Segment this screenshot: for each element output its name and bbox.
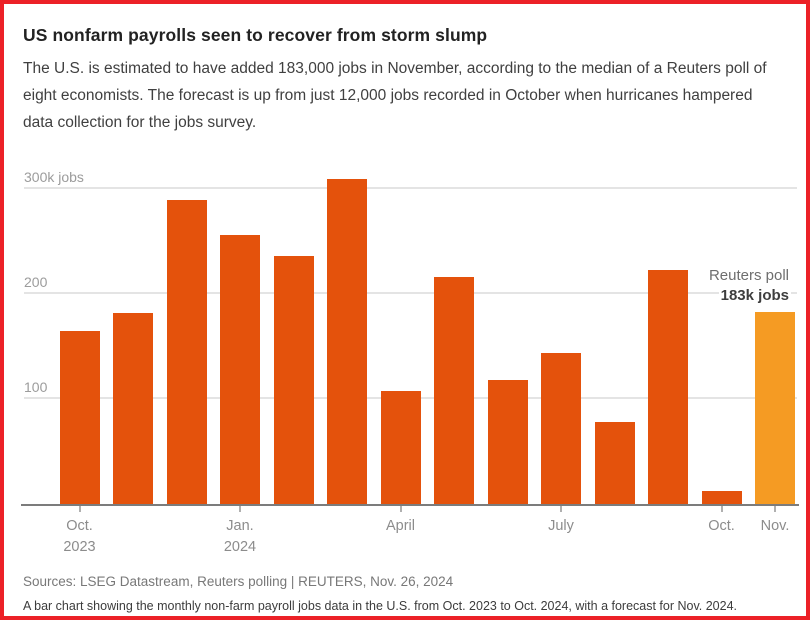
y-axis-label-300k: 300k jobs [24, 169, 84, 186]
alt-text-line: A bar chart showing the monthly non-farm… [23, 599, 738, 613]
bar-oct-2024 [701, 491, 742, 504]
bar-feb-2024 [273, 256, 314, 504]
chart-title: US nonfarm payrolls seen to recover from… [23, 25, 488, 45]
x-axis-label-oct: Oct. 2023 [63, 518, 96, 555]
chart-subtitle: The U.S. is estimated to have added 183,… [23, 60, 767, 131]
bar-june-2024 [487, 380, 528, 504]
bar-aug-2024 [594, 422, 635, 504]
sources-line: Sources: LSEG Datastream, Reuters pollin… [23, 574, 454, 589]
x-axis-label-jan: Jan. 2024 [223, 518, 257, 555]
gridline-200k [24, 292, 797, 295]
bar-jan-2024 [220, 235, 260, 504]
x-axis-label-april: April [385, 518, 415, 534]
bar-nov-2024-forecast [755, 311, 795, 504]
annotation-label: Reuters poll [706, 267, 791, 284]
x-axis-tick-nov [774, 506, 776, 512]
bar-oct-2023 [59, 330, 100, 504]
bar-chart-plot-area: Reuters poll 183k jobs 300k jobs 200 100 Oc… [21, 166, 799, 555]
x-axis-tick-july [560, 506, 562, 512]
bar-april-2024 [380, 390, 421, 504]
x-axis-tick-april [399, 506, 402, 512]
x-axis-label-nov: Nov. [760, 518, 790, 534]
x-axis-tick-oct [720, 506, 723, 512]
x-axis-label-july: July [548, 518, 574, 534]
y-axis-label-200k: 200 [24, 274, 48, 291]
y-axis-label-100k: 100 [24, 379, 48, 396]
x-axis-tick-jan [239, 506, 241, 512]
annotation-reuters-poll: Reuters poll 183k jobs [706, 266, 791, 306]
annotation-value: 183k jobs [718, 287, 791, 304]
bar-may-2024 [434, 277, 474, 504]
bar-nov-2023 [113, 312, 153, 504]
bar-mar-2024 [327, 178, 367, 504]
x-axis-baseline [21, 503, 799, 506]
bar-dec-2023 [166, 199, 207, 504]
x-axis-label-oct: Oct. [708, 518, 735, 534]
x-axis-tick-oct [78, 506, 81, 512]
bar-sep-2024 [648, 269, 688, 504]
bar-july-2024 [541, 352, 581, 504]
gridline-300k [24, 187, 797, 190]
